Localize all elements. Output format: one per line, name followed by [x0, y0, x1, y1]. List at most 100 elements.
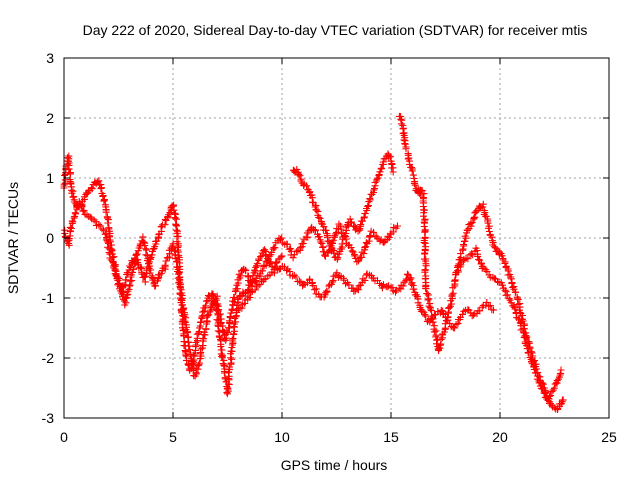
data-point	[277, 253, 285, 261]
data-point	[472, 208, 480, 216]
data-point	[397, 115, 405, 123]
data-point	[88, 185, 96, 193]
data-point	[530, 362, 538, 370]
series-track-e	[256, 220, 401, 280]
series-track-f	[395, 112, 567, 413]
data-point	[316, 214, 324, 222]
data-point	[402, 277, 410, 285]
data-point	[379, 158, 387, 166]
data-point	[206, 308, 214, 316]
data-point	[174, 232, 182, 240]
data-point	[209, 290, 217, 298]
data-point	[143, 257, 151, 265]
data-point	[318, 239, 326, 247]
data-point	[424, 296, 432, 304]
data-point	[115, 280, 122, 287]
data-point	[420, 212, 427, 220]
data-point	[205, 311, 213, 319]
data-point	[384, 283, 392, 291]
data-point	[251, 278, 259, 286]
data-point	[547, 392, 555, 399]
data-point	[422, 285, 430, 293]
data-point	[347, 244, 355, 251]
data-point	[330, 249, 338, 257]
data-point	[315, 233, 323, 241]
data-point	[271, 262, 279, 270]
series-track-g	[452, 244, 565, 403]
data-point	[180, 312, 188, 320]
data-point	[315, 213, 323, 221]
data-point	[357, 221, 365, 229]
data-point	[278, 252, 286, 260]
data-point	[182, 351, 190, 359]
x-tick-label: 5	[169, 429, 177, 445]
data-point	[451, 324, 459, 332]
x-tick-label: 25	[601, 429, 617, 445]
data-point	[376, 168, 384, 176]
data-point	[402, 275, 410, 283]
data-point	[422, 312, 430, 320]
data-point	[174, 242, 182, 250]
data-point	[408, 167, 416, 175]
data-point	[224, 329, 232, 337]
data-point	[485, 228, 493, 235]
data-point	[364, 202, 372, 210]
data-point	[550, 384, 558, 392]
data-point	[303, 182, 311, 190]
data-point	[557, 366, 565, 374]
data-point	[171, 254, 179, 262]
data-point	[394, 222, 401, 230]
data-point	[199, 308, 207, 316]
data-point	[125, 285, 133, 293]
data-point	[101, 230, 109, 238]
series-track-b	[60, 152, 264, 380]
data-point	[482, 266, 490, 274]
data-point	[141, 273, 149, 281]
data-point	[420, 239, 428, 246]
data-point	[195, 329, 203, 337]
data-point	[501, 286, 509, 294]
data-point	[490, 243, 498, 251]
data-point	[226, 313, 234, 320]
data-point	[95, 220, 103, 228]
y-axis-label: SDTVAR / TECUs	[5, 182, 21, 294]
data-point	[476, 307, 484, 315]
data-point	[296, 277, 304, 285]
data-point	[227, 347, 235, 355]
data-point	[329, 236, 337, 244]
data-point	[425, 295, 433, 303]
y-tick-label: 1	[46, 170, 54, 186]
data-point	[162, 257, 170, 265]
data-point	[490, 306, 497, 314]
data-point	[183, 329, 191, 337]
x-axis: 0 5 10 15 20 25	[60, 58, 617, 445]
data-point	[292, 273, 300, 281]
data-point	[208, 304, 216, 312]
data-point	[215, 311, 223, 319]
data-point	[377, 165, 385, 173]
data-point	[494, 278, 501, 286]
data-point	[312, 206, 320, 214]
data-point	[171, 214, 179, 221]
data-point	[213, 292, 221, 300]
data-point	[365, 237, 373, 245]
data-point	[140, 238, 148, 246]
data-point	[515, 315, 523, 323]
data-point	[360, 250, 368, 258]
data-point	[475, 255, 483, 263]
data-point	[104, 219, 112, 227]
data-point	[331, 232, 339, 240]
data-point	[512, 288, 520, 296]
data-point	[329, 240, 336, 247]
data-point	[293, 165, 301, 173]
data-point	[112, 271, 120, 279]
data-point	[519, 328, 527, 336]
data-point	[172, 226, 180, 234]
data-point	[348, 218, 355, 226]
data-point	[132, 251, 140, 259]
data-point	[530, 366, 538, 373]
data-point	[510, 285, 518, 293]
x-tick-label: 10	[274, 429, 290, 445]
x-tick-label: 0	[60, 429, 68, 445]
data-point	[508, 279, 516, 286]
